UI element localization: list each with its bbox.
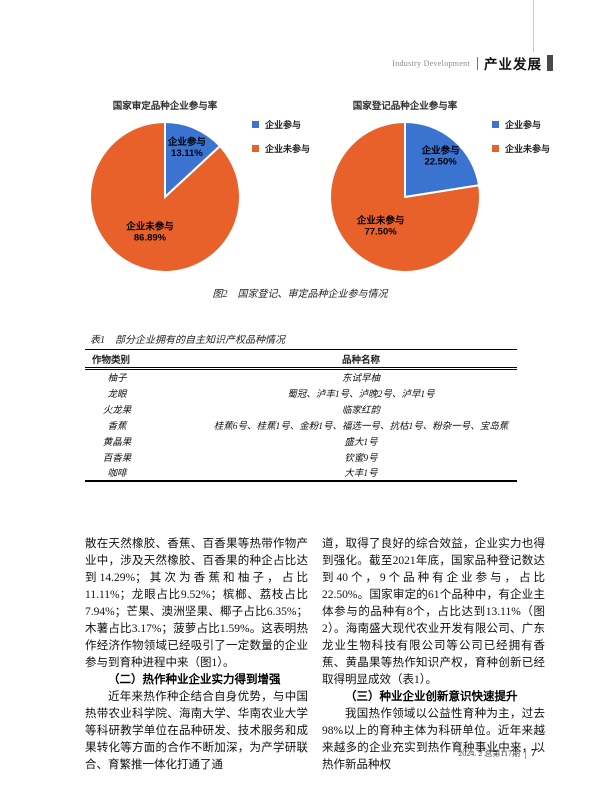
cell-variety-names: 大丰1号 [344,469,378,479]
table-body: 柚子 东试早柚龙眼 蜀冠、泸丰1号、泸晚2号、泸早1号火龙果 临家红韵香蕉 桂蕉6号、桂… [85,369,517,481]
header-section-title: 产业发展 [484,57,542,72]
header-english-label: Industry Development [392,58,470,68]
pie-data-label-1: 企业未参与 77.50% [356,215,405,238]
legend-item-0: 企业参与 [251,118,310,131]
table-header: 作物类别 品种名称 [85,349,517,370]
legend-label: 企业未参与 [264,144,310,154]
pie-data-label-0: 企业参与 22.50% [421,144,460,167]
cell-variety-names: 桂蕉6号、桂蕉1号、金粉1号、福选一号、抗枯1号、粉杂一号、宝岛蕉 [213,421,509,432]
legend-item-0: 企业参与 [491,118,550,131]
cell-variety-names: 东试早柚 [341,374,380,385]
chart-legend: 企业参与 企业未参与 [491,118,550,166]
header-divider [477,56,478,70]
cell-crop-category: 黄晶果 [102,437,132,448]
table-row: 龙眼 蜀冠、泸丰1号、泸晚2号、泸早1号 [85,385,517,401]
cell-crop-category: 龙眼 [107,389,127,400]
pie-chart-approved-varieties: 国家审定品种企业参与率 企业参与 13.11% 企业未参与 86.89% 企业参与 企业… [85,95,310,283]
page-header: Industry Development 产业发展 [392,53,553,73]
cell-variety-names: 蜀冠、泸丰1号、泸晚2号、泸早1号 [287,389,435,400]
pie-slice-0 [164,120,222,200]
table-row: 百香果 钦蜜9号 [85,449,517,465]
chart-legend: 企业参与 企业未参与 [251,118,310,166]
column-header-variety-name: 品种名称 [205,349,517,370]
body-paragraph: 近年来热作种企结合自身优势，与中国热带农业科学院、海南大学、华南农业大学等科研教… [85,691,308,771]
legend-swatch-icon [251,145,259,152]
table-1-title: 表1 部分企业拥有的自主知识产权品种情况 [90,335,285,346]
legend-swatch-icon [491,145,499,152]
legend-item-1: 企业未参与 [251,142,310,155]
legend-label: 企业参与 [504,120,541,130]
cell-variety-names: 盛大1号 [344,437,378,448]
pie-slice-1 [329,120,481,273]
cell-crop-category: 火龙果 [102,405,132,416]
body-paragraph: 散在天然橡胶、香蕉、百香果等热带作物产业中，涉及天然橡胶、百香果的种企占比达到1… [85,538,308,669]
section-subheading: （三）种业企业创新意识快速提升 [345,691,518,703]
table-1: 作物类别 品种名称 柚子 东试早柚龙眼 蜀冠、泸丰1号、泸晚2号、泸早1号火龙果 临家… [85,349,517,482]
pie-chart-svg: 企业参与 22.50% 企业未参与 77.50% [329,120,481,273]
legend-item-1: 企业未参与 [491,142,550,155]
pie-slice-1 [89,120,241,273]
pie-data-label-1: 企业未参与 86.89% [125,220,174,243]
cell-crop-category: 百香果 [102,453,132,464]
table-row: 黄晶果 盛大1号 [85,433,517,449]
pie-slice-0 [404,120,481,199]
body-column-right: 道，取得了良好的综合效益，企业实力也得到强化。截至2021年底，国家品种登记数达… [322,536,545,774]
table-row: 柚子 东试早柚 [85,369,517,385]
footer-divider [525,748,526,759]
body-text: 散在天然橡胶、香蕉、百香果等热带作物产业中，涉及天然橡胶、百香果的种企占比达到1… [85,536,545,774]
body-paragraph: 我国热作领域以公益性育种为主，过去98%以上的育种主体为科研单位。近年来越来越多… [322,708,545,771]
section-subheading: （二）热作种业企业实力得到增强 [108,674,281,686]
cell-crop-category: 咖啡 [107,469,127,479]
cell-variety-names: 临家红韵 [341,405,380,416]
legend-label: 企业未参与 [504,144,550,154]
figure-2-charts: 国家审定品种企业参与率 企业参与 13.11% 企业未参与 86.89% 企业参与 企业… [85,95,550,283]
figure-2-caption: 图2 国家登记、审定品种企业参与情况 [212,289,388,300]
header-block-icon [547,55,553,71]
legend-label: 企业参与 [264,120,301,130]
cell-crop-category: 柚子 [107,374,127,385]
chart-title: 国家登记品种企业参与率 [352,101,458,112]
chart-title: 国家审定品种企业参与率 [112,101,218,112]
top-vertical-rule [533,0,534,52]
page-footer: 2024. 2 总第117期 7 [458,748,536,759]
footer-page-number: 7 [531,748,536,759]
table-row: 香蕉 桂蕉6号、桂蕉1号、金粉1号、福选一号、抗枯1号、粉杂一号、宝岛蕉 [85,417,517,433]
pie-chart-svg: 企业参与 13.11% 企业未参与 86.89% [89,120,241,273]
body-column-left: 散在天然橡胶、香蕉、百香果等热带作物产业中，涉及天然橡胶、百香果的种企占比达到1… [85,536,308,774]
cell-variety-names: 钦蜜9号 [344,453,378,464]
legend-swatch-icon [491,121,499,128]
footer-issue-label: 2024. 2 总第117期 [458,749,520,758]
table-row: 咖啡 大丰1号 [85,465,517,481]
column-header-crop-category: 作物类别 [85,349,205,370]
pie-data-label-0: 企业参与 13.11% [167,136,206,159]
cell-crop-category: 香蕉 [107,421,127,432]
pie-chart-registered-varieties: 国家登记品种企业参与率 企业参与 22.50% 企业未参与 77.50% 企业参与 企业… [325,95,550,283]
body-paragraph: 道，取得了良好的综合效益，企业实力也得到强化。截至2021年底，国家品种登记数达… [322,538,545,686]
table-row: 火龙果 临家红韵 [85,401,517,417]
legend-swatch-icon [251,121,259,128]
